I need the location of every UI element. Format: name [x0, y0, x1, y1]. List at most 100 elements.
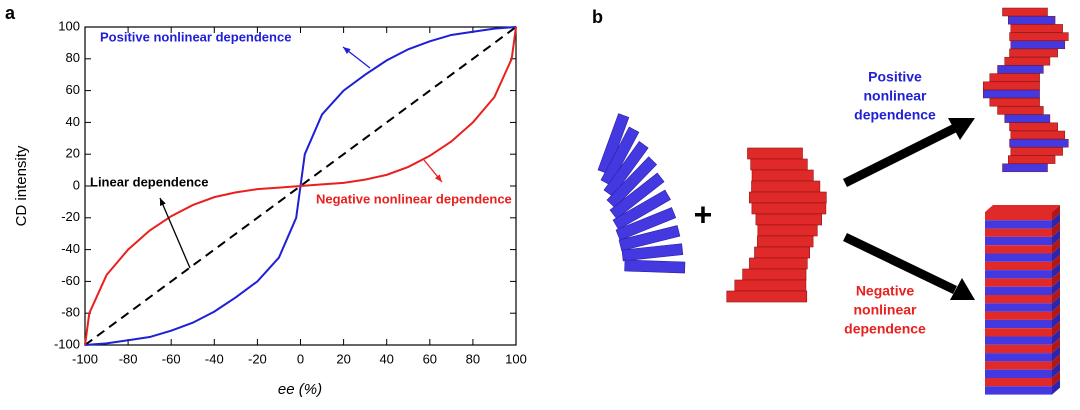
stack-side — [1052, 379, 1060, 395]
stack-layer — [985, 369, 1052, 378]
stack-side — [1052, 221, 1060, 237]
stack-top — [985, 205, 1060, 212]
x-tick-label: -100 — [72, 351, 98, 366]
stack-side — [1052, 279, 1060, 295]
y-tick-label: -60 — [61, 273, 80, 288]
stack-layer — [985, 228, 1052, 237]
series-label: Linear dependence — [90, 174, 208, 189]
helix-block — [1002, 7, 1048, 17]
arrow — [843, 232, 957, 295]
red-block — [757, 235, 814, 248]
red-block — [754, 246, 810, 259]
helix-block — [1008, 155, 1056, 164]
red-block — [749, 191, 827, 204]
stack-layer — [985, 253, 1052, 262]
blue-block — [615, 207, 677, 241]
stack-layer — [985, 319, 1052, 329]
stack-layer — [985, 278, 1052, 287]
y-tick-label: -40 — [61, 241, 80, 256]
helix-block — [997, 65, 1044, 74]
helix-block — [1010, 24, 1063, 33]
x-tick-label: -80 — [119, 351, 138, 366]
stack-side — [1052, 371, 1060, 387]
diagram-label: dependence — [854, 107, 936, 123]
blue-block — [603, 141, 649, 197]
x-tick-label: -40 — [205, 351, 224, 366]
plus-sign: + — [694, 196, 713, 232]
x-tick-label: 40 — [379, 351, 393, 366]
blue-block — [621, 243, 684, 262]
diagram-label: nonlinear — [863, 88, 927, 104]
diagram-label: nonlinear — [853, 302, 917, 318]
stack-side — [1052, 205, 1060, 221]
stack-layer — [985, 220, 1052, 229]
x-tick-label: 80 — [466, 351, 480, 366]
helix-block — [997, 106, 1044, 115]
helix-block — [1010, 130, 1066, 140]
x-tick-label: 20 — [336, 351, 350, 366]
stack-side — [1052, 238, 1060, 254]
annotation-arrow — [159, 197, 191, 269]
helix-block — [1004, 56, 1051, 66]
x-tick-label: -20 — [248, 351, 267, 366]
blue-block — [609, 172, 665, 220]
arrow-head — [950, 278, 975, 300]
y-tick-label: 60 — [66, 82, 80, 97]
y-tick-label: 0 — [73, 177, 80, 192]
stack-side — [1052, 213, 1060, 229]
diagram-label: dependence — [844, 321, 926, 337]
arrow — [842, 123, 958, 188]
stack-side — [1052, 346, 1060, 362]
y-tick-label: 40 — [66, 114, 80, 129]
y-tick-label: -100 — [54, 336, 80, 351]
stack-layer — [985, 386, 1052, 395]
series-label: Negative nonlinear dependence — [316, 191, 512, 206]
x-tick-label: -60 — [162, 351, 181, 366]
stack-side — [1052, 296, 1060, 312]
stack-side — [1052, 329, 1060, 345]
blue-block — [618, 225, 681, 252]
stack-layer — [985, 270, 1052, 279]
stack-side — [1052, 271, 1060, 287]
annotation-arrow-head — [160, 198, 166, 206]
stack-layer — [985, 261, 1052, 271]
arrow-head — [948, 118, 975, 140]
stack-layer — [985, 353, 1052, 362]
series-label: Positive nonlinear dependence — [100, 29, 291, 44]
stack-layer — [985, 361, 1052, 370]
helix-block — [1010, 40, 1066, 50]
helix-block — [1009, 48, 1058, 58]
arrows — [842, 123, 958, 295]
red-block — [751, 169, 814, 182]
helix-block — [1009, 122, 1058, 132]
stack-side — [1052, 312, 1060, 329]
stack-layer — [985, 336, 1052, 345]
blue-block — [606, 156, 658, 209]
y-tick-label: -20 — [61, 209, 80, 224]
helix-block — [1009, 32, 1069, 41]
blue-block — [624, 259, 686, 274]
stack-side — [1052, 304, 1060, 320]
annotation-arrow-head — [434, 174, 442, 182]
red-block — [734, 279, 807, 292]
helix-block — [1002, 163, 1048, 173]
diagram-label: Positive — [868, 69, 922, 85]
red-block — [751, 180, 821, 193]
helix-block — [1009, 138, 1069, 148]
y-tick-label: -80 — [61, 305, 80, 320]
x-tick-label: 60 — [423, 351, 437, 366]
diagram-label: Negative — [856, 283, 915, 299]
annotation-arrow-head — [343, 47, 351, 54]
stack-layer — [985, 328, 1052, 337]
stack-layer — [985, 303, 1052, 312]
x-axis-label: ee (%) — [278, 381, 322, 398]
red-block — [751, 202, 827, 215]
stack-layer — [985, 311, 1052, 320]
y-axis-label: CD intensity — [13, 145, 30, 226]
line — [84, 26, 517, 346]
stack-side — [1052, 321, 1060, 337]
stack-side — [1052, 337, 1060, 354]
helix-block — [1004, 114, 1051, 123]
diagram — [597, 7, 1069, 395]
stack-side — [1052, 362, 1060, 378]
